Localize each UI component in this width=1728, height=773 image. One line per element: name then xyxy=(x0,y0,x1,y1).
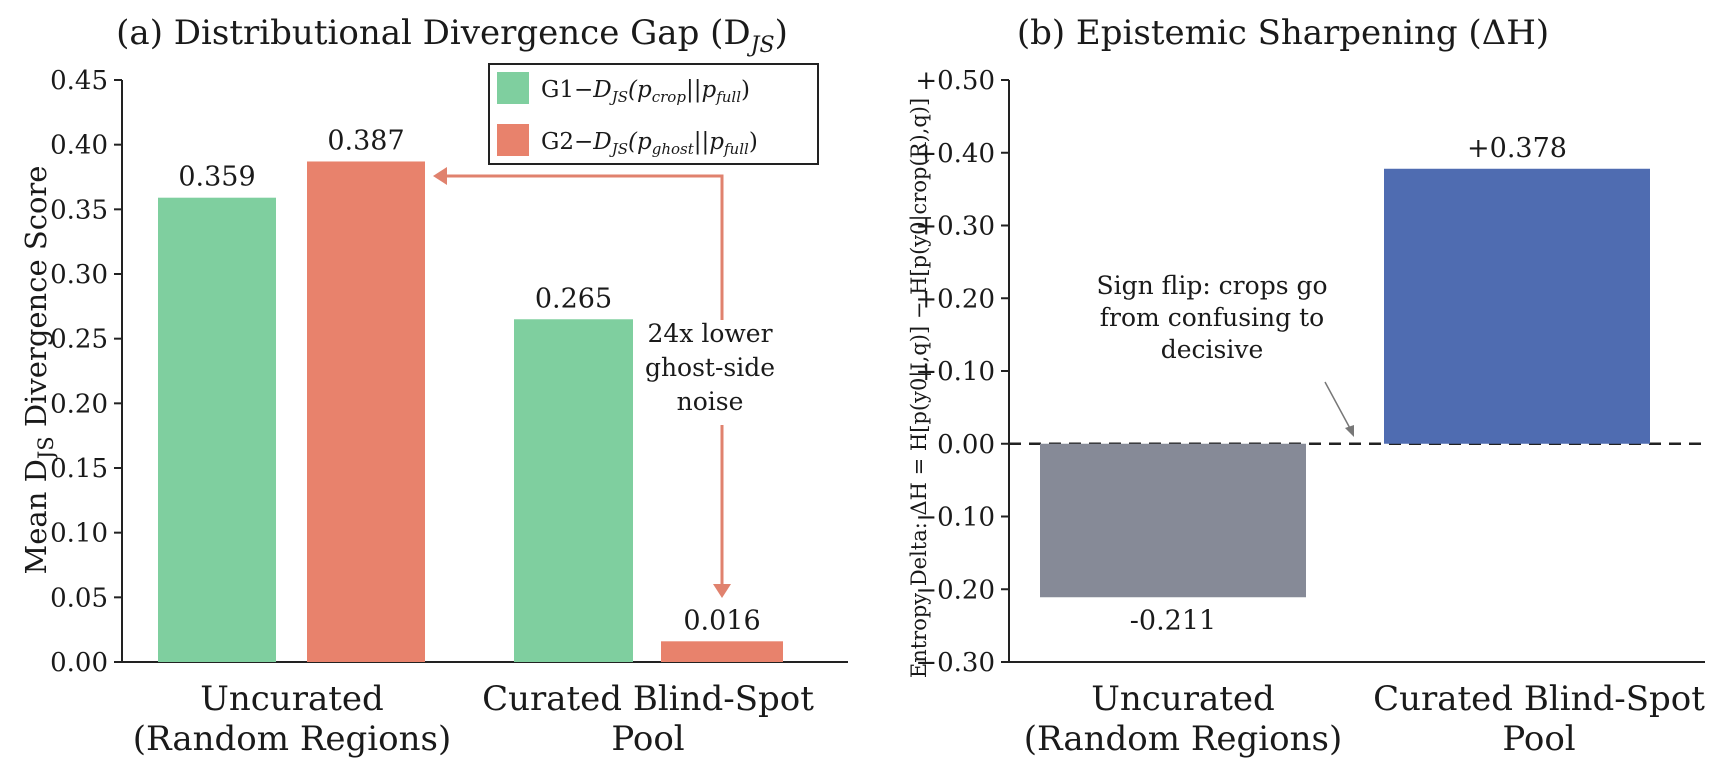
bar-g2-curated xyxy=(661,641,783,662)
y-tick-label: −0.20 xyxy=(915,575,995,605)
arrow-head-left xyxy=(433,167,447,185)
y-tick-label: 0.20 xyxy=(50,389,108,419)
y-tick-label: 0.05 xyxy=(50,583,108,613)
annotation-line: ghost-side xyxy=(645,353,775,382)
panel-a-title: (a) Distributional Divergence Gap (DJS) xyxy=(116,13,788,58)
legend-frame xyxy=(488,63,819,165)
y-tick-label: 0.40 xyxy=(50,131,108,161)
bar-g2-uncurated xyxy=(307,161,425,663)
y-tick-label: −0.30 xyxy=(915,648,995,678)
y-tick-label: 0.15 xyxy=(50,454,108,484)
panel-b-y-ticks: −0.30 −0.20 −0.10 0.00 +0.10 +0.20 +0.30 +0.40 +… xyxy=(915,66,1009,678)
sign-flip-pointer-head xyxy=(1345,425,1354,437)
panel-b-category-labels: Uncurated(Random Regions) Curated Blind-S… xyxy=(1024,679,1706,759)
bar-curated xyxy=(1384,168,1650,444)
value-label: 0.359 xyxy=(178,162,255,193)
panel-a-annotation: 24x lower ghost-side noise xyxy=(645,319,775,416)
legend-label-g2: G2−DJS(pghost||pfull) xyxy=(541,129,758,158)
value-label: 0.016 xyxy=(683,605,760,636)
y-tick-label: +0.10 xyxy=(915,357,995,387)
annotation-line: 24x lower xyxy=(647,319,772,348)
ghost-noise-arrow xyxy=(433,167,731,598)
y-tick-label: 0.25 xyxy=(50,325,108,355)
legend-swatch-g2 xyxy=(497,124,529,156)
value-label: 0.387 xyxy=(327,125,404,156)
panel-a-value-labels: 0.359 0.387 0.265 0.016 xyxy=(178,125,760,636)
bar-uncurated xyxy=(1040,443,1306,598)
y-tick-label: 0.45 xyxy=(50,66,108,96)
sign-flip-pointer xyxy=(1324,381,1353,433)
value-label: 0.265 xyxy=(535,283,612,314)
category-label: Curated Blind-Spot xyxy=(482,679,814,719)
panel-a-divergence-chart: (a) Distributional Divergence Gap (DJS) … xyxy=(19,13,848,759)
y-tick-label: +0.50 xyxy=(915,66,995,96)
legend-swatch-g1 xyxy=(497,72,529,104)
y-tick-label: 0.00 xyxy=(50,648,108,678)
y-tick-label: 0.00 xyxy=(937,430,995,460)
panel-b-bars xyxy=(1040,168,1650,598)
annotation-line: noise xyxy=(677,387,744,416)
category-label: (Random Regions) xyxy=(1024,719,1343,759)
panel-a-bars xyxy=(158,161,783,663)
panel-a-category-labels: Uncurated(Random Regions) Curated Blind-S… xyxy=(133,679,815,759)
category-label: (Random Regions) xyxy=(133,719,452,759)
value-label: -0.211 xyxy=(1130,605,1216,636)
annotation-line: Sign flip: crops go xyxy=(1096,271,1327,300)
bar-g1-uncurated xyxy=(158,197,276,662)
arrow-line xyxy=(442,174,724,320)
panel-b-entropy-chart: (b) Epistemic Sharpening (ΔH) Entropy De… xyxy=(907,13,1705,759)
panel-a-legend: G1−DJS(pcrop||pfull) G2−DJS(pghost||pful… xyxy=(488,63,819,165)
value-label: +0.378 xyxy=(1467,133,1567,164)
panel-a-y-axis-label: Mean DJS Divergence Score xyxy=(19,166,58,575)
category-label: Pool xyxy=(1502,719,1575,759)
category-label: Curated Blind-Spot xyxy=(1373,679,1705,719)
bar-g1-curated xyxy=(514,319,633,662)
arrow-head-down xyxy=(713,584,731,598)
annotation-line: from confusing to xyxy=(1100,303,1324,332)
y-tick-label: +0.20 xyxy=(915,284,995,314)
y-tick-label: +0.40 xyxy=(915,139,995,169)
panel-b-title: (b) Epistemic Sharpening (ΔH) xyxy=(1017,13,1549,53)
panel-b-value-labels: -0.211 +0.378 xyxy=(1130,133,1567,636)
y-tick-label: 0.10 xyxy=(50,519,108,549)
category-label: Pool xyxy=(611,719,684,759)
panel-a-y-ticks: 0.00 0.05 0.10 0.15 0.20 0.25 0.30 0.35 0.40 0.45 xyxy=(50,66,122,678)
legend-label-g1: G1−DJS(pcrop||pfull) xyxy=(541,77,750,106)
panel-b-annotation: Sign flip: crops go from confusing to deci… xyxy=(1096,271,1327,364)
panel-b-y-axis-label: Entropy Delta: ΔH = H[p(y0|I,q)] − H[p(y… xyxy=(907,98,932,678)
category-label: Uncurated xyxy=(1091,679,1275,719)
category-label: Uncurated xyxy=(200,679,384,719)
y-tick-label: 0.30 xyxy=(50,260,108,290)
y-tick-label: −0.10 xyxy=(915,503,995,533)
y-tick-label: +0.30 xyxy=(915,212,995,242)
y-tick-label: 0.35 xyxy=(50,195,108,225)
annotation-line: decisive xyxy=(1161,335,1264,364)
